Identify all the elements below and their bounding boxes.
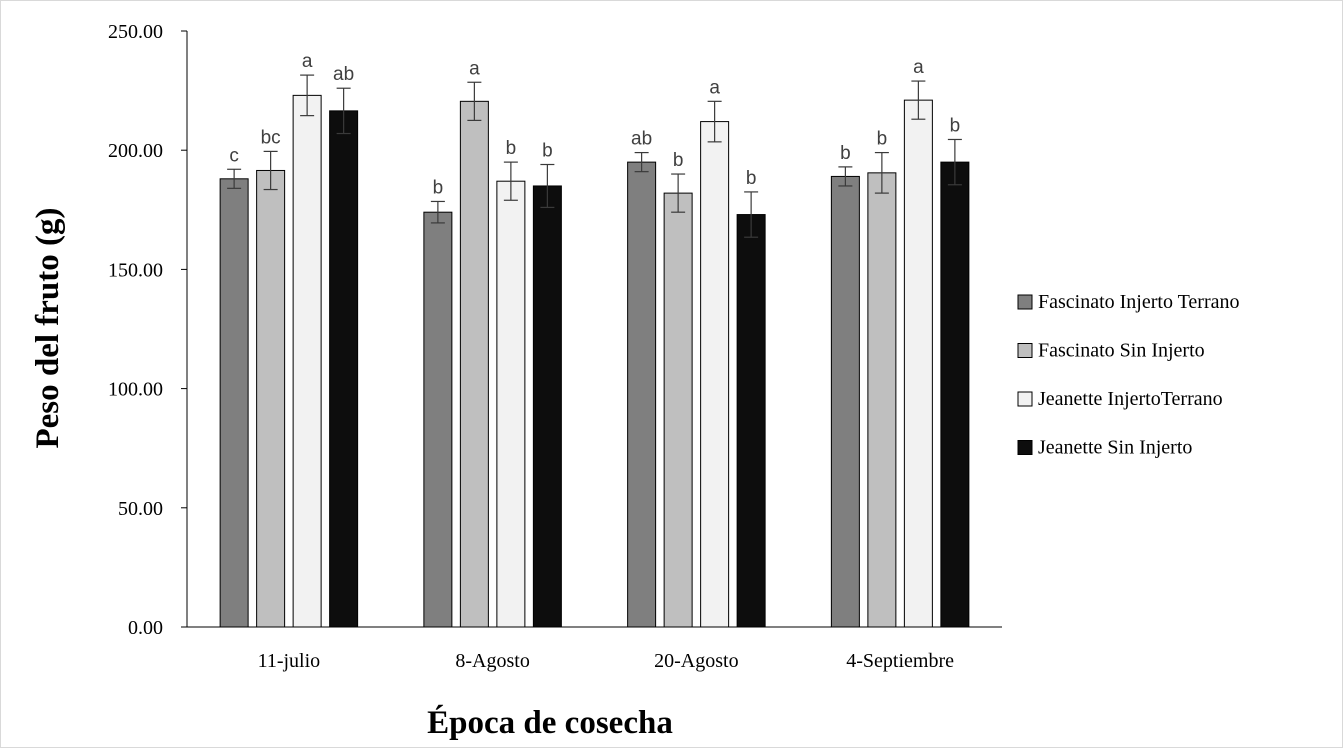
bar: [459, 100, 489, 628]
y-tick-label: 50.00: [118, 498, 163, 520]
significance-letter: a: [302, 51, 313, 72]
significance-letter: b: [542, 141, 553, 162]
bars: [219, 94, 970, 628]
bar: [903, 99, 933, 628]
y-tick-label: 0.00: [128, 617, 163, 639]
legend-swatch: [1017, 440, 1033, 455]
y-tick-label: 200.00: [108, 140, 163, 162]
significance-letter: b: [673, 150, 684, 171]
x-tick-label: 20-Agosto: [654, 650, 738, 672]
bar: [219, 178, 249, 628]
legend-swatch: [1017, 294, 1033, 310]
legend-label: Jeanette InjertoTerrano: [1038, 388, 1223, 410]
legend-swatch: [1017, 391, 1033, 407]
significance-letter: b: [433, 177, 444, 198]
bar: [496, 180, 526, 628]
significance-letter: b: [506, 138, 517, 159]
legend-label: Fascinato Injerto Terrano: [1038, 291, 1240, 313]
legend-label: Jeanette Sin Injerto: [1038, 437, 1192, 459]
significance-letter: ab: [333, 64, 354, 85]
bar: [736, 214, 766, 628]
significance-letter: b: [840, 143, 851, 164]
bar: [700, 121, 730, 628]
y-axis-title: Peso del fruto (g): [30, 207, 66, 448]
significance-letter: b: [877, 129, 888, 150]
bar: [423, 211, 453, 628]
x-tick-label: 4-Septiembre: [846, 650, 954, 672]
x-axis: 11-julio 8-Agosto 20-Agosto 4-Septiembre: [187, 626, 1002, 672]
y-tick-label: 250.00: [108, 21, 163, 43]
bar: [627, 161, 657, 628]
y-axis: 0.00 50.00 100.00 150.00 200.00 250.00: [108, 21, 188, 639]
error-bars: [227, 74, 962, 238]
bar: [940, 161, 970, 628]
y-tick-label: 150.00: [108, 259, 163, 281]
significance-letter: b: [746, 168, 757, 189]
significance-letter: a: [709, 77, 720, 98]
bar: [532, 185, 562, 628]
significance-letter: ab: [631, 129, 652, 150]
legend-label: Fascinato Sin Injerto: [1038, 340, 1205, 362]
x-axis-title: Época de cosecha: [427, 704, 673, 741]
bar: [663, 192, 693, 628]
bar: [256, 169, 286, 628]
bar: [292, 94, 322, 628]
x-tick-label: 8-Agosto: [455, 650, 529, 672]
significance-letter: a: [913, 57, 924, 78]
significance-letter: a: [469, 58, 480, 79]
bar: [867, 172, 897, 628]
legend-swatch: [1017, 343, 1033, 358]
significance-letter: c: [229, 145, 239, 166]
x-tick-label: 11-julio: [258, 650, 321, 672]
bar: [329, 110, 359, 628]
bar: [830, 175, 860, 628]
legend: Fascinato Injerto Terrano Fascinato Sin I…: [1017, 291, 1240, 459]
significance-letter: b: [950, 115, 961, 136]
significance-letter: bc: [261, 127, 281, 148]
y-tick-label: 100.00: [108, 379, 163, 401]
